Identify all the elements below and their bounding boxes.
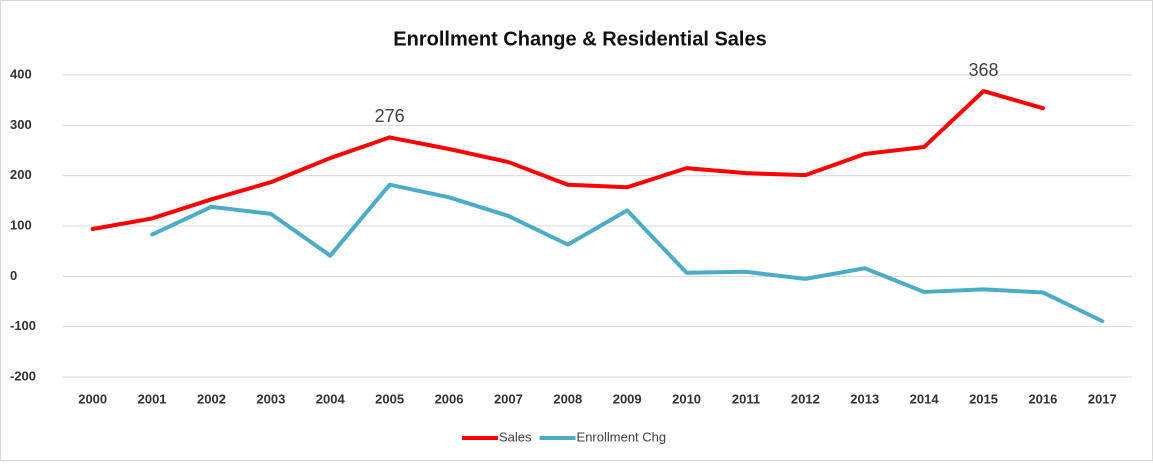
data-label: 368 (969, 60, 999, 80)
x-tick-label: 2011 (732, 391, 760, 406)
x-tick-label: 2016 (1028, 391, 1057, 406)
line-series (150, 182, 1105, 324)
x-tick-label: 2009 (613, 391, 642, 406)
legend-label: Sales (499, 429, 532, 444)
x-tick-label: 2004 (316, 391, 346, 406)
x-tick-label: 2017 (1088, 391, 1117, 406)
x-tick-label: 2008 (553, 391, 582, 406)
data-label: 276 (375, 106, 405, 126)
y-tick-label: 200 (10, 167, 32, 182)
x-tick-label: 2012 (791, 391, 820, 406)
x-tick-label: 2014 (910, 391, 940, 406)
x-tick-label: 2002 (197, 391, 226, 406)
y-tick-label: 400 (10, 66, 32, 81)
line-series (90, 89, 1045, 232)
chart-title: Enrollment Change & Residential Sales (393, 28, 766, 50)
x-tick-label: 2015 (969, 391, 998, 406)
x-tick-label: 2000 (78, 391, 107, 406)
x-tick-label: 2010 (672, 391, 701, 406)
x-tick-label: 2001 (138, 391, 167, 406)
y-tick-label: 0 (10, 268, 17, 283)
x-tick-label: 2013 (850, 391, 879, 406)
x-tick-label: 2003 (256, 391, 285, 406)
x-tick-label: 2005 (375, 391, 404, 406)
legend-label: Enrollment Chg (577, 429, 667, 444)
y-tick-label: 300 (10, 117, 32, 132)
y-tick-label: 100 (10, 217, 32, 232)
x-tick-label: 2006 (435, 391, 464, 406)
x-tick-label: 2007 (494, 391, 523, 406)
y-tick-label: -200 (10, 368, 36, 383)
y-tick-label: -100 (10, 318, 36, 333)
